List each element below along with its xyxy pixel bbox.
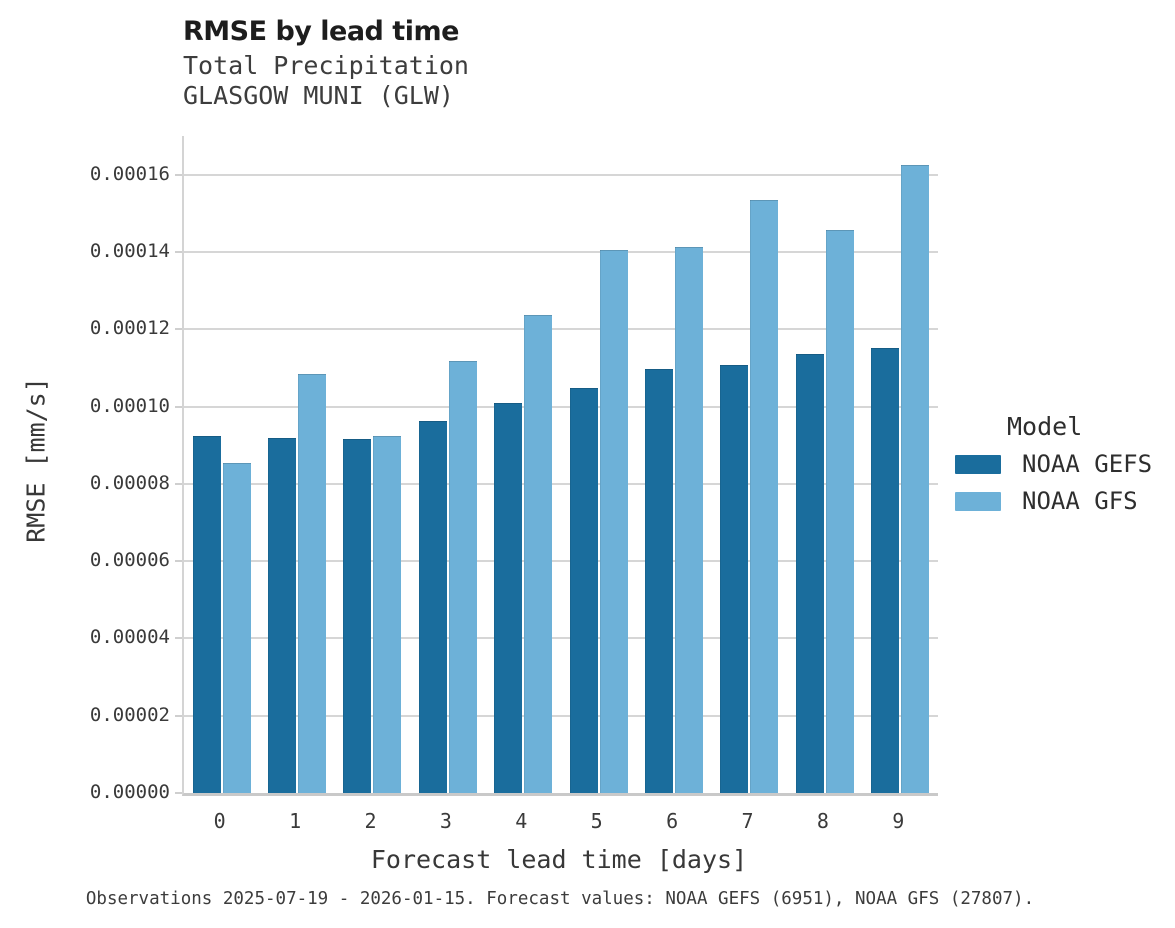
bar-noaa-gefs-day-7 xyxy=(720,365,749,793)
y-tick-mark xyxy=(175,328,182,331)
bar-noaa-gefs-day-2 xyxy=(343,439,372,793)
x-axis-title: Forecast lead time [days] xyxy=(370,845,748,874)
bar-noaa-gfs-day-8 xyxy=(825,230,854,793)
bar-noaa-gefs-day-5 xyxy=(569,388,598,793)
legend-item-noaa-gefs: NOAA GEFS xyxy=(955,450,1152,478)
chart-subtitle-station: GLASGOW MUNI (GLW) xyxy=(183,81,454,110)
bar-group-day-1 xyxy=(259,136,334,793)
legend-swatch-noaa-gefs xyxy=(955,454,1001,474)
y-tick-mark xyxy=(175,637,182,640)
gridline xyxy=(184,637,938,640)
x-tick-label-9: 9 xyxy=(892,809,905,833)
y-tick-label: 0.00006 xyxy=(89,549,170,572)
y-tick-label: 0.00014 xyxy=(89,239,170,262)
bar-noaa-gfs-day-2 xyxy=(373,436,402,793)
gridline xyxy=(184,405,938,408)
bar-group-day-4 xyxy=(486,136,561,793)
x-tick-label-1: 1 xyxy=(289,809,302,833)
y-tick-label: 0.00004 xyxy=(89,626,170,649)
plot-area xyxy=(175,136,938,796)
gridline xyxy=(184,714,938,717)
x-tick-label-7: 7 xyxy=(741,809,754,833)
chart-title: RMSE by lead time xyxy=(183,16,459,47)
bar-noaa-gfs-day-1 xyxy=(298,374,327,793)
gridline xyxy=(184,560,938,563)
bar-noaa-gefs-day-0 xyxy=(192,436,221,793)
bar-noaa-gefs-day-3 xyxy=(418,421,447,793)
bar-group-day-8 xyxy=(787,136,862,793)
legend-label-noaa-gefs: NOAA GEFS xyxy=(1022,450,1153,478)
legend-label-noaa-gfs: NOAA GFS xyxy=(1022,487,1138,515)
y-axis-title: RMSE [mm/s] xyxy=(21,377,51,543)
bar-noaa-gfs-day-6 xyxy=(675,247,704,793)
bar-noaa-gfs-day-7 xyxy=(750,200,779,793)
bar-noaa-gfs-day-0 xyxy=(222,463,251,793)
bar-group-day-5 xyxy=(561,136,636,793)
y-tick-mark xyxy=(175,173,182,176)
gridline xyxy=(184,328,938,331)
x-tick-label-2: 2 xyxy=(364,809,377,833)
bar-group-day-7 xyxy=(712,136,787,793)
y-tick-mark xyxy=(175,560,182,563)
y-tick-mark xyxy=(175,250,182,253)
bar-noaa-gefs-day-1 xyxy=(268,438,297,793)
y-tick-label: 0.00010 xyxy=(89,394,170,417)
y-tick-label: 0.00008 xyxy=(89,471,170,494)
bar-noaa-gefs-day-8 xyxy=(795,354,824,793)
bar-group-day-2 xyxy=(335,136,410,793)
bar-noaa-gefs-day-9 xyxy=(871,348,900,793)
bar-noaa-gefs-day-6 xyxy=(645,369,674,793)
bar-noaa-gfs-day-4 xyxy=(524,315,553,793)
x-tick-label-4: 4 xyxy=(515,809,528,833)
bar-noaa-gefs-day-4 xyxy=(494,403,523,793)
gridline xyxy=(184,250,938,253)
y-tick-mark xyxy=(175,482,182,485)
x-tick-label-5: 5 xyxy=(590,809,603,833)
bar-group-day-9 xyxy=(863,136,938,793)
gridline xyxy=(184,482,938,485)
y-tick-mark xyxy=(175,792,182,794)
y-tick-label: 0.00002 xyxy=(89,703,170,726)
bar-noaa-gfs-day-9 xyxy=(901,165,930,793)
bar-noaa-gfs-day-5 xyxy=(599,250,628,793)
x-tick-label-3: 3 xyxy=(439,809,452,833)
legend-title: Model xyxy=(1007,412,1083,441)
y-tick-label: 0.00000 xyxy=(89,781,170,803)
bar-group-day-6 xyxy=(636,136,711,793)
legend-swatch-noaa-gfs xyxy=(955,491,1001,511)
y-tick-label: 0.00012 xyxy=(89,317,170,340)
bar-noaa-gfs-day-3 xyxy=(448,361,477,793)
gridline xyxy=(184,173,938,176)
chart-subtitle-variable: Total Precipitation xyxy=(183,51,469,80)
y-tick-mark xyxy=(175,714,182,717)
bar-group-day-3 xyxy=(410,136,485,793)
legend-item-noaa-gfs: NOAA GFS xyxy=(955,487,1138,515)
y-tick-label: 0.00016 xyxy=(89,162,170,185)
y-tick-mark xyxy=(175,405,182,408)
x-tick-label-6: 6 xyxy=(666,809,679,833)
bar-group-day-0 xyxy=(184,136,259,793)
x-tick-label-8: 8 xyxy=(816,809,829,833)
footer-note: Observations 2025-07-19 - 2026-01-15. Fo… xyxy=(85,889,1035,909)
x-tick-label-0: 0 xyxy=(213,809,226,833)
